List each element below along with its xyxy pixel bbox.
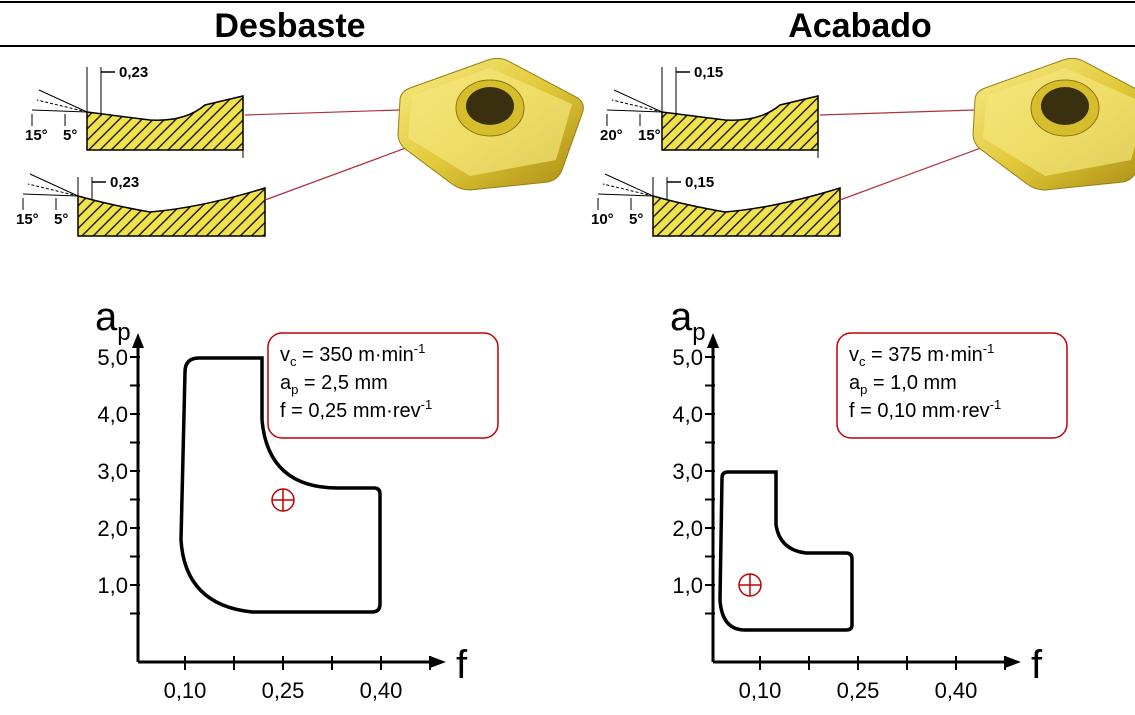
x-axis-label: f bbox=[456, 643, 468, 687]
y-tick-label: 5,0 bbox=[97, 345, 128, 370]
leader-line bbox=[820, 110, 975, 115]
info-main: v bbox=[849, 344, 859, 366]
y-tick-label: 2,0 bbox=[672, 516, 703, 541]
angle-label: 20° bbox=[600, 127, 623, 144]
angle-line bbox=[598, 194, 653, 196]
info-sup: -1 bbox=[990, 397, 1002, 412]
insert-hole bbox=[466, 87, 514, 125]
y-axis-label: ap bbox=[670, 295, 706, 346]
x-tick-label: 0,25 bbox=[262, 678, 305, 703]
x-tick-label: 0,40 bbox=[360, 678, 403, 703]
hatched-section bbox=[662, 96, 818, 150]
angle-label: 15° bbox=[16, 211, 39, 228]
x-tick-label: 0,25 bbox=[837, 678, 880, 703]
info-sub: p bbox=[860, 382, 867, 397]
dim-label: 0,15 bbox=[685, 174, 714, 191]
angle-label: 10° bbox=[591, 211, 614, 228]
y-arrow bbox=[132, 333, 144, 348]
x-arrow bbox=[430, 656, 446, 668]
x-tick-label: 0,10 bbox=[739, 678, 782, 703]
angle-line bbox=[39, 90, 87, 112]
hatched-section bbox=[78, 188, 265, 236]
angle-label: 5° bbox=[63, 127, 77, 144]
x-tick-label: 0,40 bbox=[935, 678, 978, 703]
diagram: Desbaste Acabado 0,23 15° 5° 0,23 15° 5° ap f 1,… bbox=[0, 0, 1135, 715]
y-tick-label: 1,0 bbox=[97, 573, 128, 598]
y-tick-label: 3,0 bbox=[672, 459, 703, 484]
y-axis-label-sub: p bbox=[117, 319, 130, 346]
info-line: f = 0,10 mm·rev-1 bbox=[849, 397, 1001, 422]
hatched-section bbox=[87, 96, 243, 150]
y-tick-label: 5,0 bbox=[672, 345, 703, 370]
y-tick-label: 3,0 bbox=[97, 459, 128, 484]
y-tick-label: 2,0 bbox=[97, 516, 128, 541]
x-axis-label: f bbox=[1031, 643, 1043, 687]
leader-line bbox=[245, 110, 400, 115]
angle-label: 5° bbox=[629, 211, 643, 228]
info-text: = 2,5 mm bbox=[298, 372, 387, 394]
angle-line bbox=[23, 194, 78, 196]
y-tick-label: 4,0 bbox=[672, 402, 703, 427]
dim-label: 0,15 bbox=[694, 64, 723, 81]
x-arrow bbox=[1005, 656, 1021, 668]
info-sup: -1 bbox=[414, 341, 426, 356]
angle-label: 15° bbox=[638, 127, 661, 144]
x-tick-label: 0,10 bbox=[164, 678, 207, 703]
angle-line bbox=[614, 90, 662, 112]
angle-label: 15° bbox=[25, 127, 48, 144]
info-sup: -1 bbox=[421, 397, 433, 412]
info-line: vc = 375 m·min-1 bbox=[849, 341, 994, 369]
dim-label: 0,23 bbox=[119, 64, 148, 81]
y-axis-label: ap bbox=[95, 295, 131, 346]
panel: 0,15 20° 15° 0,15 10° 5° ap f 1,0 2,0 3,0 4,0 5,0 0,1… bbox=[591, 58, 1135, 703]
y-arrow bbox=[707, 333, 719, 348]
angle-line bbox=[605, 174, 653, 196]
y-tick-label: 4,0 bbox=[97, 402, 128, 427]
hatched-section bbox=[653, 188, 840, 236]
angle-line bbox=[32, 110, 87, 112]
angle-label: 5° bbox=[54, 211, 68, 228]
operating-region bbox=[720, 472, 852, 630]
info-line: f = 0,25 mm·rev-1 bbox=[280, 397, 432, 422]
info-main: v bbox=[280, 344, 290, 366]
right-title: Acabado bbox=[788, 7, 932, 45]
dim-label: 0,23 bbox=[110, 174, 139, 191]
info-line: vc = 350 m·min-1 bbox=[280, 341, 425, 369]
angle-line bbox=[607, 110, 662, 112]
info-text: = 350 m·min bbox=[297, 344, 414, 366]
y-tick-label: 1,0 bbox=[672, 573, 703, 598]
info-text: = 1,0 mm bbox=[867, 372, 956, 394]
info-text: = 375 m·min bbox=[866, 344, 983, 366]
y-axis-label-sub: p bbox=[692, 319, 705, 346]
angle-line bbox=[30, 174, 78, 196]
insert-hole bbox=[1041, 87, 1089, 125]
panel: 0,23 15° 5° 0,23 15° 5° ap f 1,0 2,0 3,0 4,0 5,0 0,10… bbox=[16, 58, 583, 703]
left-title: Desbaste bbox=[214, 7, 365, 45]
info-main: f = 0,10 mm·rev bbox=[849, 400, 990, 422]
info-main: f = 0,25 mm·rev bbox=[280, 400, 421, 422]
info-sub: p bbox=[291, 382, 298, 397]
info-sup: -1 bbox=[983, 341, 995, 356]
